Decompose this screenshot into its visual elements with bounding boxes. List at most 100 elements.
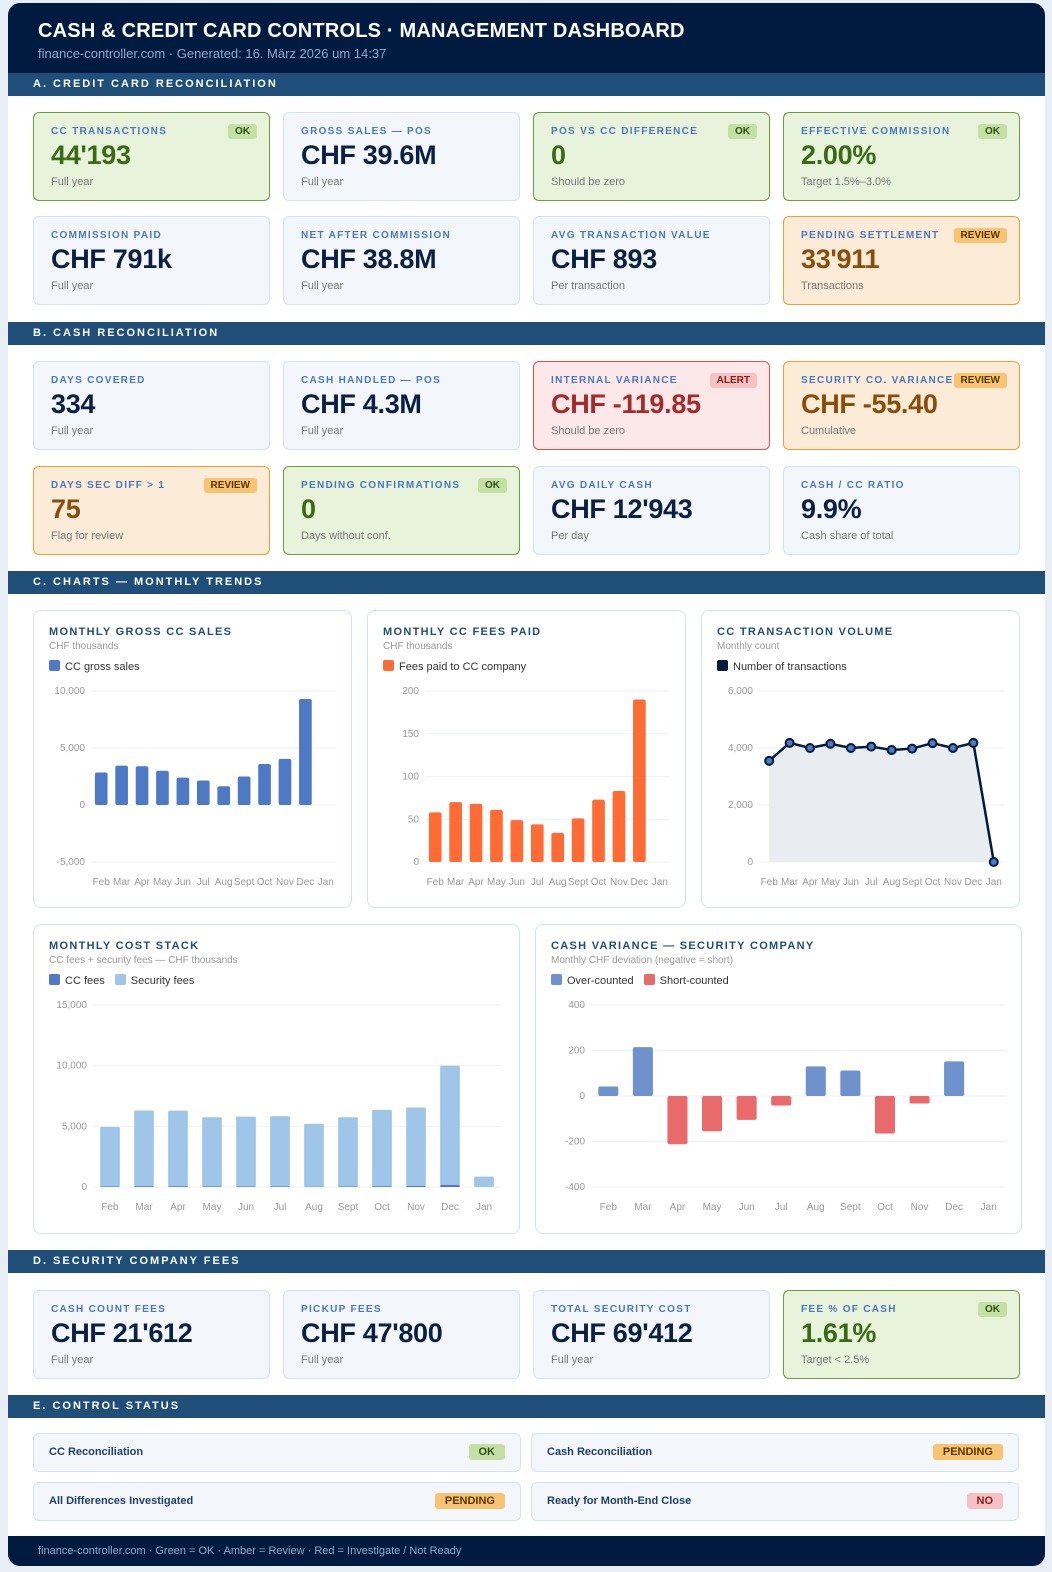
bar-security-fees xyxy=(168,1110,188,1187)
kpi-card: EFFECTIVE COMMISSION 2.00% Target 1.5%–3… xyxy=(783,112,1020,201)
y-tick-label: -400 xyxy=(565,1182,585,1193)
chart-plot: 15,000 10,000 5,000 0 Feb Mar Apr May Jun Jul Aug S… xyxy=(56,1000,501,1213)
kpi-label: DAYS SEC DIFF > 1 xyxy=(51,480,166,491)
legend-item[interactable]: Security fees xyxy=(114,974,194,987)
legend-item[interactable]: CC gross sales xyxy=(49,660,140,673)
status-badge: OK xyxy=(468,1444,505,1460)
chart-plot: 400 200 0 -200 -400 Feb Mar Apr May Jun Jul Aug Sept… xyxy=(565,1000,1006,1213)
kpi-value: CHF 21'612 xyxy=(51,1318,193,1348)
kpi-note: Target 1.5%–3.0% xyxy=(801,176,891,188)
x-tick-label: Jan xyxy=(652,877,668,888)
status-badge: OK xyxy=(478,478,507,493)
bar-cc-fees xyxy=(406,1185,426,1187)
kpi-card: INTERNAL VARIANCE CHF -119.85 Should be … xyxy=(533,361,770,450)
data-point xyxy=(845,743,856,753)
data-point xyxy=(968,737,979,748)
bar-security-fees xyxy=(440,1065,460,1185)
kpi-note: Cash share of total xyxy=(801,530,894,542)
y-tick-label: 5,000 xyxy=(60,743,85,754)
kpi-note: Full year xyxy=(301,176,344,188)
bar xyxy=(490,809,503,862)
kpi-note: Flag for review xyxy=(51,530,124,542)
bar-cc-fees xyxy=(100,1186,120,1187)
chart-subtitle: CHF thousands xyxy=(383,641,453,652)
kpi-label: PENDING CONFIRMATIONS xyxy=(301,480,461,491)
kpi-note: Transactions xyxy=(801,280,864,292)
x-tick-label: May xyxy=(153,877,172,888)
bar-cc-fees xyxy=(134,1186,154,1187)
bar-security-fees xyxy=(270,1116,290,1187)
control-label: Ready for Month-End Close xyxy=(547,1495,692,1507)
bar-security-fees xyxy=(406,1107,426,1186)
x-tick-label: Jan xyxy=(476,1202,492,1213)
bar xyxy=(632,1047,653,1096)
chart-subtitle: CC fees + security fees — CHF thousands xyxy=(49,955,238,966)
bar-security-fees xyxy=(338,1117,358,1187)
legend-item[interactable]: Fees paid to CC company xyxy=(383,660,526,673)
kpi-label: CASH / CC RATIO xyxy=(801,480,905,491)
control-label: Cash Reconciliation xyxy=(547,1446,653,1458)
footer: finance-controller.com · Green = OK · Am… xyxy=(8,1536,1045,1566)
kpi-value: 33'911 xyxy=(801,244,880,274)
chart-legend: CC fees Security fees xyxy=(49,974,519,987)
bar xyxy=(530,824,544,862)
x-tick-label: Jun xyxy=(238,1202,254,1213)
kpi-label: GROSS SALES — POS xyxy=(301,126,433,137)
status-badge: OK xyxy=(978,1302,1007,1317)
legend-swatch xyxy=(114,974,126,985)
x-tick-label: Apr xyxy=(170,1202,186,1213)
kpi-value: 75 xyxy=(51,494,81,524)
legend-swatch xyxy=(49,974,60,985)
chart-variance: CASH VARIANCE — SECURITY COMPANY Monthly… xyxy=(535,924,1022,1234)
kpi-card: PENDING SETTLEMENT 33'911 Transactions RE… xyxy=(783,216,1020,305)
x-tick-label: Sept xyxy=(234,877,255,888)
kpi-card: COMMISSION PAID CHF 791k Full year xyxy=(33,216,270,305)
bar xyxy=(909,1096,930,1104)
legend-item[interactable]: Number of transactions xyxy=(717,660,847,673)
data-point xyxy=(825,738,836,749)
section-a-header: A. CREDIT CARD RECONCILIATION xyxy=(8,73,1045,96)
y-tick-label: 0 xyxy=(413,857,419,868)
bar xyxy=(449,802,462,862)
x-tick-label: Dec xyxy=(945,1202,963,1213)
kpi-value: CHF -119.85 xyxy=(551,389,701,419)
legend-item[interactable]: Over-counted xyxy=(551,974,634,987)
chart-legend: Over-counted Short-counted xyxy=(551,974,1021,987)
legend-label: Over-counted xyxy=(567,975,634,987)
chart-title: MONTHLY COST STACK xyxy=(49,940,200,952)
x-tick-label: Sept xyxy=(902,877,923,888)
kpi-note: Full year xyxy=(51,425,94,437)
page-title: CASH & CREDIT CARD CONTROLS · MANAGEMENT… xyxy=(38,20,685,42)
x-tick-label: Jul xyxy=(531,877,544,888)
kpi-note: Cumulative xyxy=(801,425,857,437)
x-tick-label: Feb xyxy=(101,1202,119,1213)
legend-item[interactable]: Short-counted xyxy=(643,974,729,987)
x-tick-label: Mar xyxy=(447,877,465,888)
y-tick-label: 4,000 xyxy=(728,743,753,754)
y-tick-label: 100 xyxy=(402,772,419,783)
kpi-value: CHF -55.40 xyxy=(801,389,938,419)
x-tick-label: Jan xyxy=(986,877,1002,888)
control-status-row: CC Reconciliation OK xyxy=(33,1433,521,1472)
dashboard: CASH & CREDIT CARD CONTROLS · MANAGEMENT… xyxy=(8,3,1045,1566)
section-e-header: E. CONTROL STATUS xyxy=(8,1395,1045,1418)
section-d-header: D. SECURITY COMPANY FEES xyxy=(8,1250,1045,1273)
kpi-value: CHF 4.3M xyxy=(301,389,422,419)
x-tick-label: Mar xyxy=(113,877,131,888)
kpi-card: PICKUP FEES CHF 47'800 Full year xyxy=(283,1290,520,1379)
data-point xyxy=(866,741,877,752)
legend-swatch xyxy=(551,974,562,985)
data-point xyxy=(907,743,918,754)
x-tick-label: Oct xyxy=(257,877,273,888)
x-tick-label: Aug xyxy=(549,877,567,888)
y-tick-label: 200 xyxy=(568,1046,585,1057)
x-tick-label: Apr xyxy=(670,1202,686,1213)
x-tick-label: Nov xyxy=(610,877,628,888)
y-tick-label: 5,000 xyxy=(62,1121,87,1132)
x-tick-label: Dec xyxy=(441,1202,459,1213)
bar-security-fees xyxy=(202,1117,222,1187)
legend-item[interactable]: CC fees xyxy=(49,974,105,987)
y-tick-label: 10,000 xyxy=(54,686,85,697)
kpi-note: Full year xyxy=(301,280,344,292)
bar xyxy=(196,780,210,805)
